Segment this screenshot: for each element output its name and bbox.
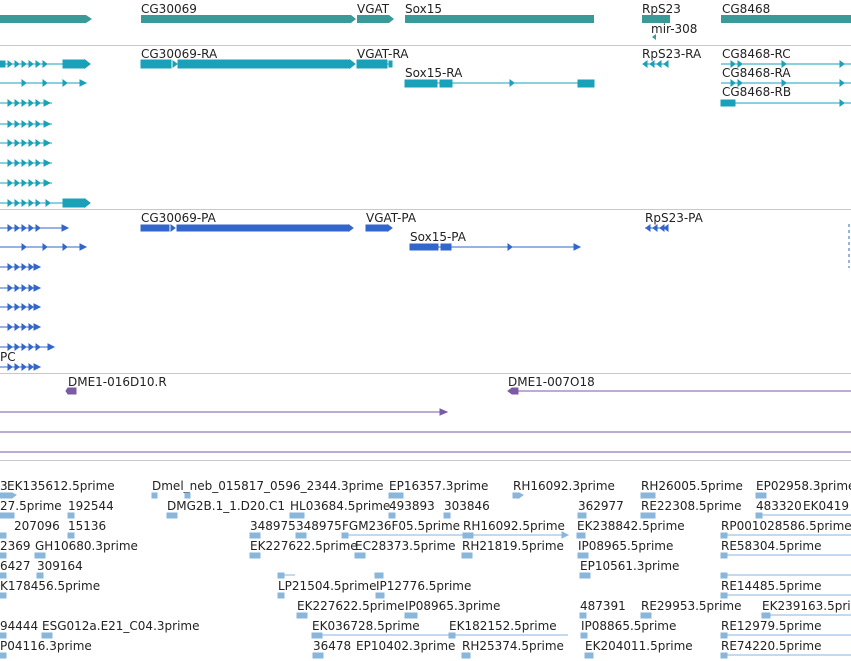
est-label[interactable]: IP08965.5prime: [578, 539, 674, 553]
est-label[interactable]: 27.5prime: [0, 499, 62, 513]
transcript-label-cg30069-ra[interactable]: CG30069-RA: [141, 47, 218, 61]
est-label[interactable]: DMG2B.1_1.D20.C1: [167, 499, 285, 513]
est-label[interactable]: IP08965.3prime: [405, 599, 501, 613]
est-label[interactable]: EP02958.3prime: [756, 479, 851, 493]
est-track: 3 EK135612.5prime Dmel_neb_015817_0596_2…: [0, 461, 851, 661]
cds-label-cg30069-pa[interactable]: CG30069-PA: [141, 211, 216, 225]
est-label[interactable]: RE29953.5prime: [641, 599, 742, 613]
gene-glyph-cg30069[interactable]: [141, 15, 351, 23]
est-label[interactable]: EP10402.3prime: [356, 639, 456, 653]
gene-track: CG30069 VGAT Sox15 RpS23 mir-308 CG8468: [0, 0, 851, 45]
clone-label-dme1-016d10-r[interactable]: DME1-016D10.R: [68, 375, 167, 389]
track-separator: [0, 45, 851, 46]
est-label[interactable]: P04116.3prime: [0, 639, 92, 653]
est-label[interactable]: EK239163.5prime: [762, 599, 851, 613]
gene-label-rps23[interactable]: RpS23: [642, 2, 681, 16]
est-label[interactable]: 348975: [250, 519, 296, 533]
est-label[interactable]: RP001028586.5prime: [721, 519, 851, 533]
est-label[interactable]: 487391: [580, 599, 626, 613]
est-label[interactable]: RE22308.5prime: [641, 499, 742, 513]
est-label[interactable]: 15136: [68, 519, 107, 533]
cds-track-glyphs: [0, 224, 850, 371]
est-label[interactable]: EP10561.3prime: [580, 559, 680, 573]
est-label[interactable]: ESG012a.E21_C04.3prime: [42, 619, 200, 633]
est-label[interactable]: RE14485.5prime: [721, 579, 822, 593]
est-label[interactable]: RH25374.5prime: [462, 639, 564, 653]
est-label[interactable]: FGM236F05.5prime: [342, 519, 461, 533]
est-label[interactable]: RE12979.5prime: [721, 619, 822, 633]
est-label[interactable]: 483320: [756, 499, 802, 513]
gene-glyph-cg8468[interactable]: [721, 15, 851, 23]
est-label[interactable]: EK227622.5prime: [250, 539, 358, 553]
est-label[interactable]: Dmel_neb_015817_0596_2344.3prime: [152, 479, 384, 493]
est-label[interactable]: 6427: [0, 559, 31, 573]
cds-label-rps23-pa[interactable]: RpS23-PA: [645, 211, 703, 225]
est-label[interactable]: EK135612.5prime: [7, 479, 115, 493]
est-label[interactable]: 192544: [68, 499, 114, 513]
est-label[interactable]: 3: [0, 479, 8, 493]
est-label[interactable]: IP08865.5prime: [581, 619, 677, 633]
transcript-track: CG30069-RA VGAT-RA Sox15-RA RpS23-RA CG8…: [0, 46, 851, 209]
track-separator: [0, 373, 851, 374]
gene-glyph-vgat[interactable]: [357, 15, 389, 23]
track-separator: [0, 209, 851, 210]
est-label[interactable]: RH16092.3prime: [513, 479, 615, 493]
transcript-label-cg8468-ra[interactable]: CG8468-RA: [722, 66, 791, 80]
clone-track: DME1-016D10.R DME1-007O18: [0, 374, 851, 460]
est-label[interactable]: EC28373.5prime: [355, 539, 456, 553]
est-label[interactable]: RH16092.5prime: [463, 519, 565, 533]
gene-track-glyphs: [0, 15, 851, 40]
est-label[interactable]: EK182152.5prime: [449, 619, 557, 633]
est-label[interactable]: 94444: [0, 619, 39, 633]
est-label[interactable]: EK204011.5prime: [585, 639, 693, 653]
clone-label-dme1-007o18[interactable]: DME1-007O18: [508, 375, 595, 389]
est-label[interactable]: RE74220.5prime: [721, 639, 822, 653]
est-label[interactable]: EK227622.5prime: [297, 599, 405, 613]
est-label[interactable]: RE58304.5prime: [721, 539, 822, 553]
cds-track: CG30069-PA VGAT-PA Sox15-PA RpS23-PA PC: [0, 210, 851, 373]
cds-label-sox15-pa[interactable]: Sox15-PA: [410, 230, 466, 244]
est-label[interactable]: 36478: [313, 639, 352, 653]
est-label[interactable]: HL03684.5prime: [290, 499, 391, 513]
gene-label-mir-308[interactable]: mir-308: [651, 22, 698, 36]
gene-glyph-rps23[interactable]: [642, 15, 670, 23]
est-label[interactable]: EP16357.3prime: [389, 479, 489, 493]
est-label[interactable]: 2369: [0, 539, 31, 553]
est-label[interactable]: RH21819.5prime: [462, 539, 564, 553]
gene-label-cg8468[interactable]: CG8468: [722, 2, 771, 16]
gene-glyph-sox15[interactable]: [405, 15, 594, 23]
gene-label-vgat[interactable]: VGAT: [357, 2, 390, 16]
clone-track-glyphs: [0, 387, 851, 453]
transcript-label-sox15-ra[interactable]: Sox15-RA: [405, 66, 463, 80]
est-label[interactable]: GH10680.3prime: [35, 539, 138, 553]
est-label[interactable]: EK238842.5prime: [577, 519, 685, 533]
est-label[interactable]: 303846: [444, 499, 490, 513]
transcript-track-glyphs: [0, 58, 851, 209]
est-label[interactable]: 362977: [578, 499, 624, 513]
cds-label-pc[interactable]: PC: [0, 350, 16, 364]
est-label[interactable]: EK0419: [803, 499, 849, 513]
cds-label-vgat-pa[interactable]: VGAT-PA: [366, 211, 417, 225]
est-label[interactable]: EK036728.5prime: [312, 619, 420, 633]
gene-glyph-left[interactable]: [0, 15, 86, 23]
est-label[interactable]: LP21504.5prime: [278, 579, 377, 593]
transcript-label-cg8468-rb[interactable]: CG8468-RB: [722, 85, 792, 99]
est-label[interactable]: K178456.5prime: [0, 579, 101, 593]
est-label[interactable]: 309164: [37, 559, 83, 573]
transcript-label-cg8468-rc[interactable]: CG8468-RC: [722, 47, 791, 61]
transcript-label-rps23-ra[interactable]: RpS23-RA: [642, 47, 702, 61]
est-track-glyphs: [0, 492, 851, 659]
transcript-label-vgat-ra[interactable]: VGAT-RA: [357, 47, 409, 61]
est-label[interactable]: RH26005.5prime: [641, 479, 743, 493]
gene-label-sox15[interactable]: Sox15: [405, 2, 442, 16]
est-label[interactable]: 493893: [389, 499, 435, 513]
est-label[interactable]: IP12776.5prime: [376, 579, 472, 593]
track-separator: [0, 460, 851, 461]
est-label[interactable]: 348975: [296, 519, 342, 533]
est-label[interactable]: 207096: [14, 519, 60, 533]
gene-label-cg30069[interactable]: CG30069: [141, 2, 197, 16]
